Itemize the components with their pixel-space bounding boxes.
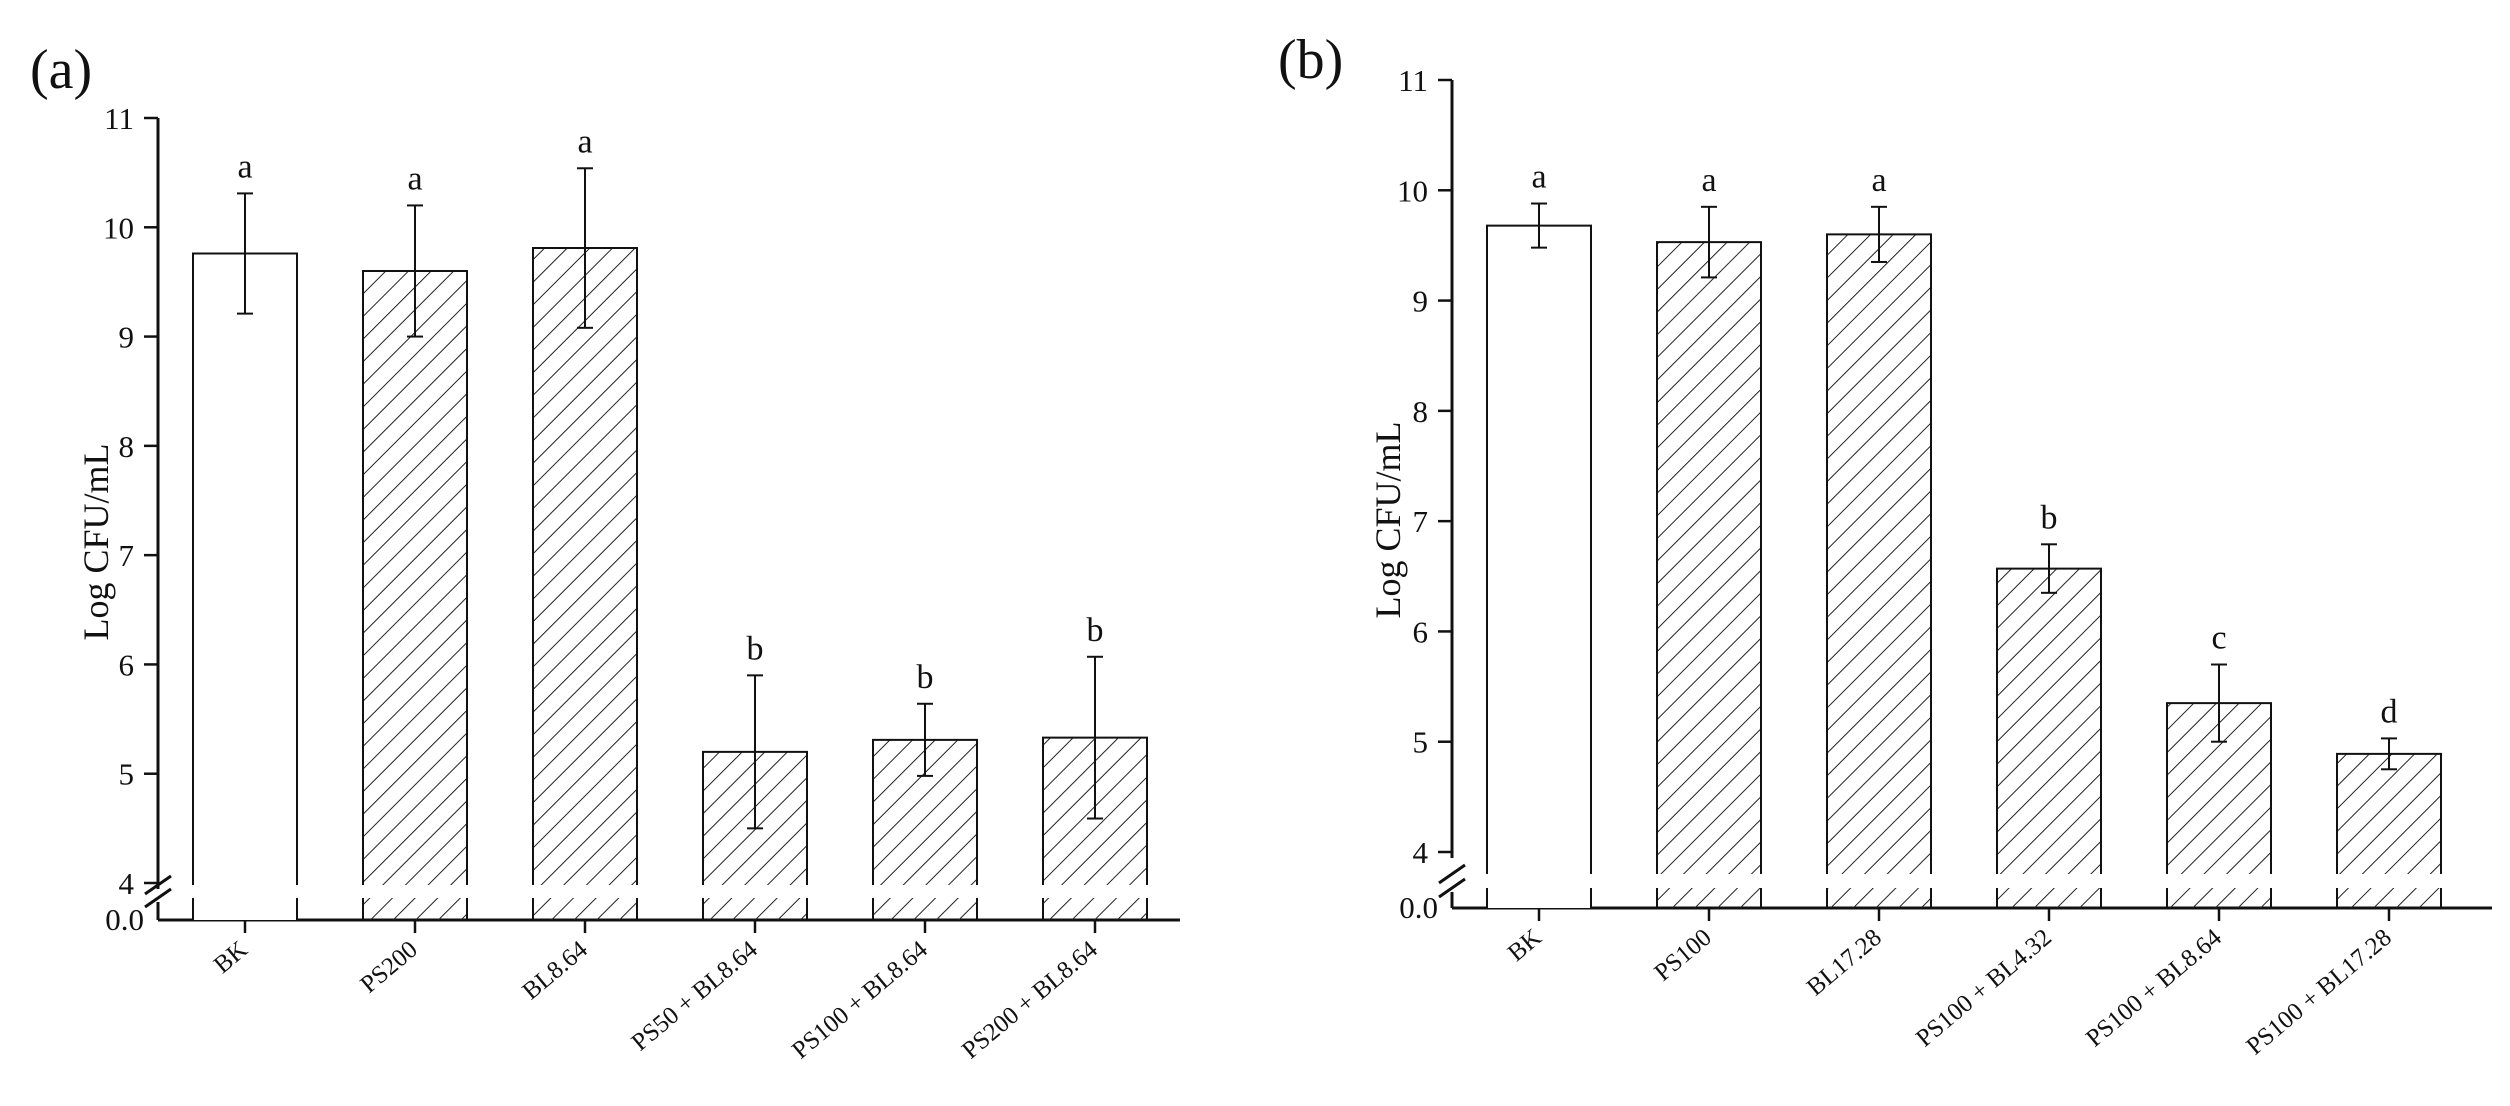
panel-b-bar-2 (1657, 242, 1761, 874)
panel-a-bar-4-significance-label: b (747, 630, 764, 667)
panel-a-bar-6-stub (1043, 898, 1147, 920)
panel-b-bar-1 (1487, 225, 1591, 874)
panel-a-bar-1 (193, 253, 297, 885)
panel-b-y-tick-label-10: 10 (1397, 173, 1428, 208)
panel-a-bar-2 (363, 271, 467, 885)
panel-a-y-tick-label-7: 7 (119, 538, 135, 573)
panel-a-category-label-6: PS200 + BL8.64 (957, 936, 1103, 1065)
panel-a-y-tick-label-10: 10 (103, 210, 134, 245)
panel-a-y-tick-label-5: 5 (119, 757, 135, 792)
panel-b-bar-6-significance-label: d (2381, 693, 2398, 730)
panel-b-y-tick-label-8: 8 (1413, 394, 1429, 429)
panel-b-category-label-3: BL17.28 (1802, 924, 1887, 1001)
panel-a-axis-break-lower (144, 887, 172, 909)
panel-a-category-label-4: PS50 + BL8.64 (627, 936, 764, 1057)
panel-b-bar-5-significance-label: c (2211, 620, 2226, 657)
panel-a-y-tick-label-9: 9 (119, 320, 135, 355)
panel-b-axis-break-lower (1438, 877, 1466, 899)
panel-b-y-tick-label-zero: 0.0 (1399, 890, 1438, 925)
panel-b-bar-5-stub (2167, 888, 2271, 908)
panel-a-bar-5-significance-label: b (917, 659, 934, 696)
panel-a-y-tick-label-zero: 0.0 (105, 902, 144, 937)
panel-b-bar-4-stub (1997, 888, 2101, 908)
panel-b-y-tick-label-11: 11 (1398, 63, 1428, 98)
panel-b-bar-4-significance-label: b (2041, 499, 2058, 536)
panel-a-y-tick-label-6: 6 (119, 647, 135, 682)
panel-a: (a) Log CFU/mL 4 5 6 7 8 9 10 11 0.0 a BK a PS200 a BL… (30, 39, 1180, 1064)
panel-a-y-tick-label-11: 11 (104, 101, 134, 136)
panel-b-bar-3 (1827, 234, 1931, 874)
panel-a-bar-3 (533, 248, 637, 886)
panel-b-label: (b) (1278, 29, 1343, 91)
panel-b-axis-break-upper (1438, 863, 1466, 885)
panel-b-bar-4 (1997, 568, 2101, 874)
panel-b-category-label-4: PS100 + BL4.32 (1911, 924, 2057, 1052)
panel-b-category-label-2: PS100 (1649, 924, 1716, 987)
panel-a-plot: 4 5 6 7 8 9 10 11 0.0 a BK a PS200 a BL8.64 b PS50 + BL8… (103, 101, 1180, 1064)
panel-a-y-tick-label-4: 4 (119, 866, 135, 901)
panel-b-bar-6 (2337, 753, 2441, 874)
panel-b-bar-2-stub (1657, 888, 1761, 908)
panel-a-category-label-3: BL8.64 (518, 936, 594, 1006)
panel-a-label: (a) (30, 39, 92, 101)
panel-a-bar-1-stub (193, 898, 297, 920)
panel-a-bar-5-stub (873, 898, 977, 920)
panel-b-y-tick-label-7: 7 (1413, 504, 1429, 539)
panel-a-category-label-1: BK (209, 936, 253, 979)
panel-a-bar-2-significance-label: a (407, 160, 422, 197)
panel-a-bar-1-significance-label: a (237, 148, 252, 185)
panel-b: (b) Log CFU/mL 4 5 6 7 8 9 10 11 0.0 a BK a PS100 a BL… (1278, 29, 2492, 1060)
panel-b-bar-2-significance-label: a (1701, 162, 1716, 199)
panel-b-y-tick-label-9: 9 (1413, 284, 1429, 319)
panel-b-category-label-6: PS100 + BL17.28 (2242, 924, 2397, 1060)
panel-b-y-tick-label-6: 6 (1413, 614, 1429, 649)
panel-a-bar-4-stub (703, 898, 807, 920)
panel-a-bar-3-significance-label: a (577, 123, 592, 160)
panel-b-bar-3-significance-label: a (1871, 162, 1886, 199)
panel-a-bar-3-stub (533, 898, 637, 920)
panel-b-category-label-5: PS100 + BL8.64 (2081, 924, 2227, 1053)
panel-a-y-tick-label-8: 8 (119, 429, 135, 464)
panel-a-y-axis-title: Log CFU/mL (76, 443, 116, 640)
panel-b-bar-6-stub (2337, 888, 2441, 908)
panel-a-bar-2-stub (363, 898, 467, 920)
panel-b-bar-1-significance-label: a (1531, 159, 1546, 196)
panel-b-plot: 4 5 6 7 8 9 10 11 0.0 a BK a PS100 a BL17.28 b PS100 + B… (1397, 63, 2492, 1060)
panel-a-axis-break-upper (144, 874, 172, 896)
panel-b-y-axis-title: Log CFU/mL (1368, 421, 1408, 618)
panel-a-bar-6-significance-label: b (1087, 612, 1104, 649)
panel-a-category-label-2: PS200 (355, 936, 422, 999)
panel-b-bar-1-stub (1487, 888, 1591, 908)
panel-b-category-label-1: BK (1503, 924, 1547, 967)
panel-b-bar-3-stub (1827, 888, 1931, 908)
panel-b-y-tick-label-4: 4 (1413, 835, 1429, 870)
panel-b-y-tick-label-5: 5 (1413, 725, 1429, 760)
panel-a-category-label-5: PS100 + BL8.64 (787, 936, 933, 1065)
